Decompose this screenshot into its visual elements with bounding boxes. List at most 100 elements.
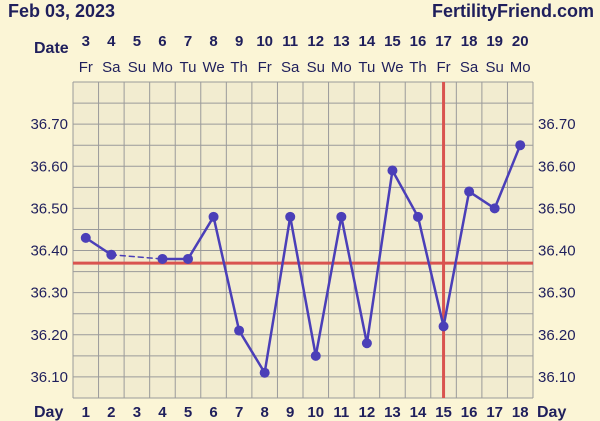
temperature-point <box>361 338 372 349</box>
y-tick-label-left: 36.40 <box>30 243 68 260</box>
cycle-day-label: 2 <box>107 404 115 421</box>
weekday-label: Tu <box>358 59 375 76</box>
date-label: 14 <box>359 33 376 50</box>
cycle-day-label: 16 <box>461 404 478 421</box>
temperature-segment <box>442 190 471 328</box>
y-tick-label-left: 36.10 <box>30 369 68 386</box>
weekday-label: Sa <box>460 59 479 76</box>
date-label: 17 <box>435 33 452 50</box>
date-row-label: Date <box>34 40 69 57</box>
temperature-segment <box>263 215 292 374</box>
cycle-day-label: 3 <box>133 404 141 421</box>
temperature-point <box>387 165 398 176</box>
cycle-day-label: 18 <box>512 404 529 421</box>
date-label: 10 <box>256 33 273 50</box>
weekday-label: Sa <box>102 59 121 76</box>
weekday-label: Tu <box>180 59 197 76</box>
y-tick-label-left: 36.20 <box>30 327 68 344</box>
date-label: 3 <box>82 33 90 50</box>
cycle-day-label: 11 <box>333 404 349 421</box>
day-row-label-right: Day <box>537 404 566 421</box>
temperature-segment <box>186 215 215 261</box>
temperature-point <box>336 211 347 222</box>
cycle-day-label: 9 <box>286 404 294 421</box>
temperature-point <box>464 186 475 197</box>
date-label: 16 <box>410 33 427 50</box>
date-label: 15 <box>384 33 401 50</box>
chart-date: Feb 03, 2023 <box>8 1 115 21</box>
date-label: 4 <box>107 33 116 50</box>
date-label: 8 <box>209 33 217 50</box>
temperature-segment <box>212 215 241 332</box>
temperature-segment <box>467 190 496 210</box>
temperature-point <box>413 211 423 222</box>
date-label: 18 <box>461 33 478 50</box>
date-label: 9 <box>235 33 243 50</box>
temperature-point <box>157 253 168 264</box>
weekday-label: Fr <box>436 59 450 76</box>
cycle-day-label: 10 <box>307 404 324 421</box>
y-tick-label-right: 36.50 <box>538 200 576 217</box>
date-label: 19 <box>486 33 503 50</box>
y-tick-label-right: 36.70 <box>538 116 576 133</box>
weekday-label: Sa <box>281 59 300 76</box>
y-tick-label-right: 36.30 <box>538 285 576 302</box>
y-tick-label-right: 36.20 <box>538 327 576 344</box>
day-row-label-left: Day <box>34 404 63 421</box>
weekday-label: Su <box>485 59 503 76</box>
y-tick-label-right: 36.60 <box>538 158 576 175</box>
y-tick-label-right: 36.10 <box>538 369 576 386</box>
cycle-day-label: 1 <box>82 404 90 421</box>
weekday-label: We <box>202 59 224 76</box>
weekday-label: Su <box>128 59 146 76</box>
temperature-segment <box>237 329 266 374</box>
date-label: 20 <box>512 33 529 50</box>
cycle-day-label: 14 <box>410 404 427 421</box>
date-label: 7 <box>184 33 192 50</box>
temperature-segment <box>365 169 394 345</box>
cycle-day-label: 6 <box>209 404 217 421</box>
date-label: 13 <box>333 33 350 50</box>
temperature-point <box>438 321 449 332</box>
y-tick-label-left: 36.70 <box>30 116 68 133</box>
y-tick-label-left: 36.50 <box>30 200 68 217</box>
weekday-label: Th <box>230 59 248 76</box>
cycle-day-label: 5 <box>184 404 192 421</box>
cycle-day-label: 4 <box>158 404 167 421</box>
weekday-label: Fr <box>258 59 272 76</box>
temperature-point <box>106 249 117 260</box>
site-name: FertilityFriend.com <box>432 1 594 21</box>
temperature-segment <box>314 215 343 358</box>
date-label: 11 <box>282 33 298 50</box>
cycle-day-label: 15 <box>435 404 452 421</box>
y-tick-label-left: 36.60 <box>30 158 68 175</box>
weekday-label: Fr <box>79 59 93 76</box>
temperature-point <box>310 350 321 361</box>
temperature-segment <box>288 215 318 358</box>
plot-area: 36.70 36.70 36.60 36.60 36.50 36.50 36.40 36.40… <box>30 33 575 421</box>
temperature-point <box>285 211 296 222</box>
temperature-segment <box>84 236 113 256</box>
weekday-label: We <box>381 59 403 76</box>
temperature-segment-dashed <box>110 253 164 260</box>
temperature-segment <box>493 143 522 210</box>
date-label: 6 <box>158 33 166 50</box>
temperature-point <box>259 367 270 378</box>
temperature-segment <box>391 169 420 219</box>
weekday-label: Th <box>409 59 427 76</box>
y-tick-label-left: 36.30 <box>30 285 68 302</box>
temperature-point <box>489 203 500 214</box>
temperature-point <box>234 325 245 336</box>
cycle-day-label: 13 <box>384 404 401 421</box>
y-tick-label-right: 36.40 <box>538 243 576 260</box>
cycle-day-label: 12 <box>359 404 376 421</box>
temperature-point <box>515 140 526 151</box>
cycle-day-label: 8 <box>260 404 268 421</box>
date-label: 12 <box>307 33 324 50</box>
weekday-label: Mo <box>331 59 352 76</box>
temperature-point <box>208 211 219 222</box>
temperature-segment <box>340 215 369 345</box>
temperature-segment <box>416 215 445 328</box>
cycle-day-label: 7 <box>235 404 243 421</box>
